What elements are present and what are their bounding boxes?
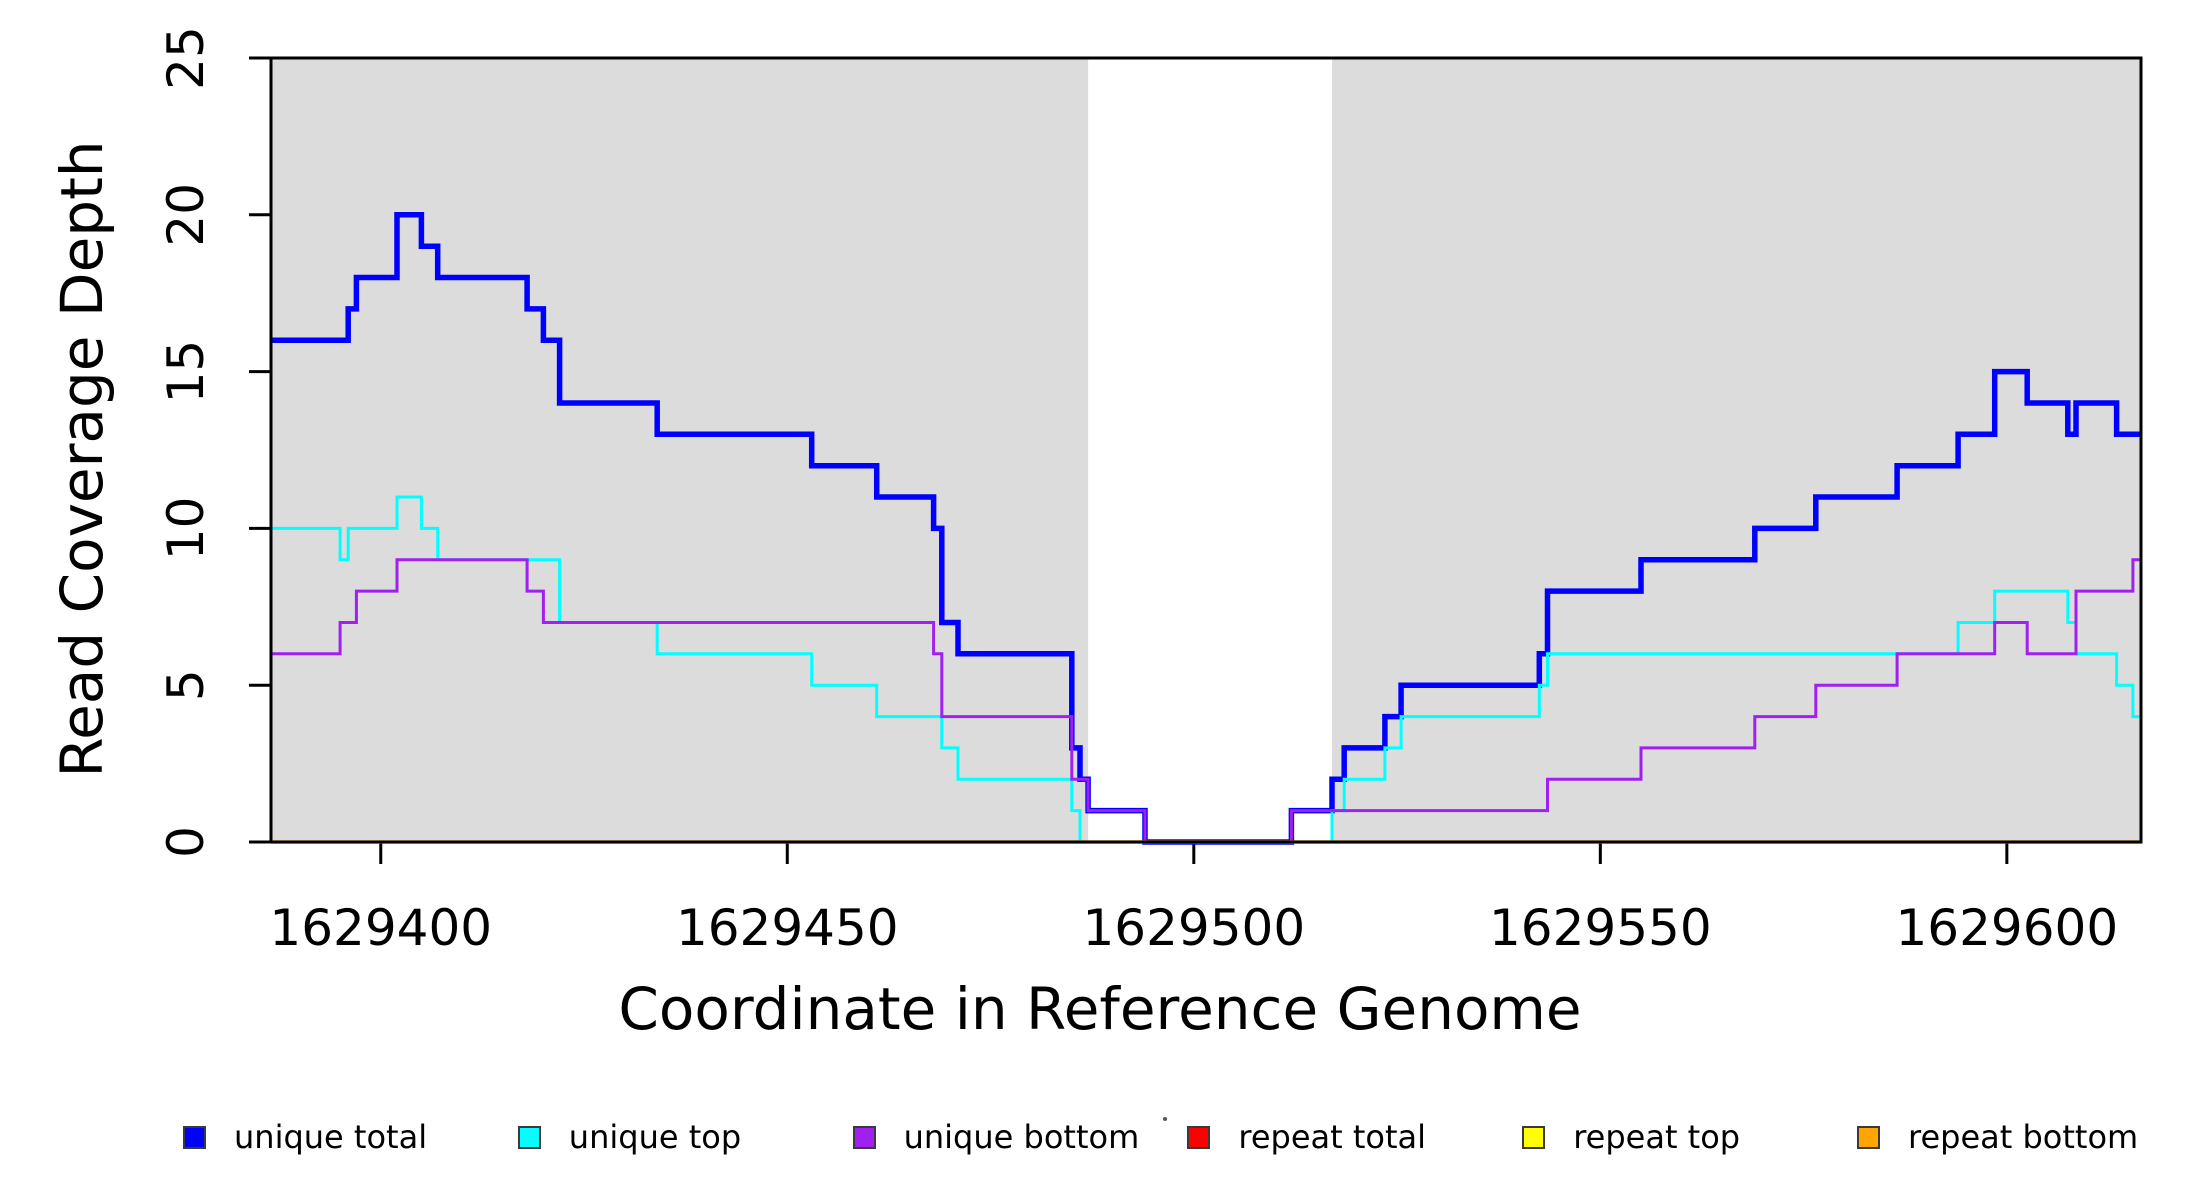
x-tick-label: 1629450 (676, 899, 899, 957)
x-tick-label: 1629600 (1896, 899, 2119, 957)
legend-item-repeat-top: repeat top (1522, 1112, 1740, 1162)
x-tick-label: 1629550 (1489, 899, 1712, 957)
legend-label: unique top (568, 1118, 742, 1156)
y-tick-label: 5 (157, 669, 215, 701)
legend-swatch-icon (183, 1125, 206, 1149)
legend-swatch-icon (1522, 1125, 1546, 1149)
legend-label: repeat total (1238, 1118, 1427, 1156)
legend-item-unique-top: unique top (517, 1112, 742, 1162)
legend-item-unique-bottom: unique bottom (852, 1112, 1140, 1162)
chart-legend: unique total unique top unique bottom repea… (0, 1112, 2200, 1172)
y-tick-label: 0 (157, 826, 215, 858)
legend-swatch-icon (1857, 1125, 1880, 1149)
legend-label: repeat top (1573, 1118, 1741, 1156)
unique-region-left (271, 58, 1089, 842)
legend-item-unique-total: unique total (183, 1112, 427, 1162)
legend-swatch-icon (852, 1125, 876, 1149)
y-tick-label: 20 (157, 183, 215, 247)
legend-item-repeat-total: repeat total (1187, 1112, 1426, 1162)
series-line-unique-top (271, 495, 2141, 844)
stray-dot-artifact (1163, 1117, 1167, 1121)
legend-label: unique total (234, 1118, 428, 1156)
legend-swatch-icon (1187, 1125, 1211, 1149)
y-tick-label: 10 (157, 497, 215, 561)
legend-label: repeat bottom (1908, 1118, 2139, 1156)
y-tick-label: 15 (157, 340, 215, 404)
plot-border (269, 56, 2143, 844)
x-axis-title: Coordinate in Reference Genome (618, 975, 1582, 1043)
x-tick-label: 1629400 (269, 899, 492, 957)
legend-swatch-icon (517, 1125, 541, 1149)
legend-label: unique bottom (903, 1118, 1140, 1156)
legend-item-repeat-bottom: repeat bottom (1857, 1112, 2138, 1162)
y-axis-title: Read Coverage Depth (48, 140, 116, 778)
y-tick-label: 25 (157, 26, 215, 90)
x-tick-label: 1629500 (1082, 899, 1305, 957)
unique-region-right (1332, 58, 2141, 842)
